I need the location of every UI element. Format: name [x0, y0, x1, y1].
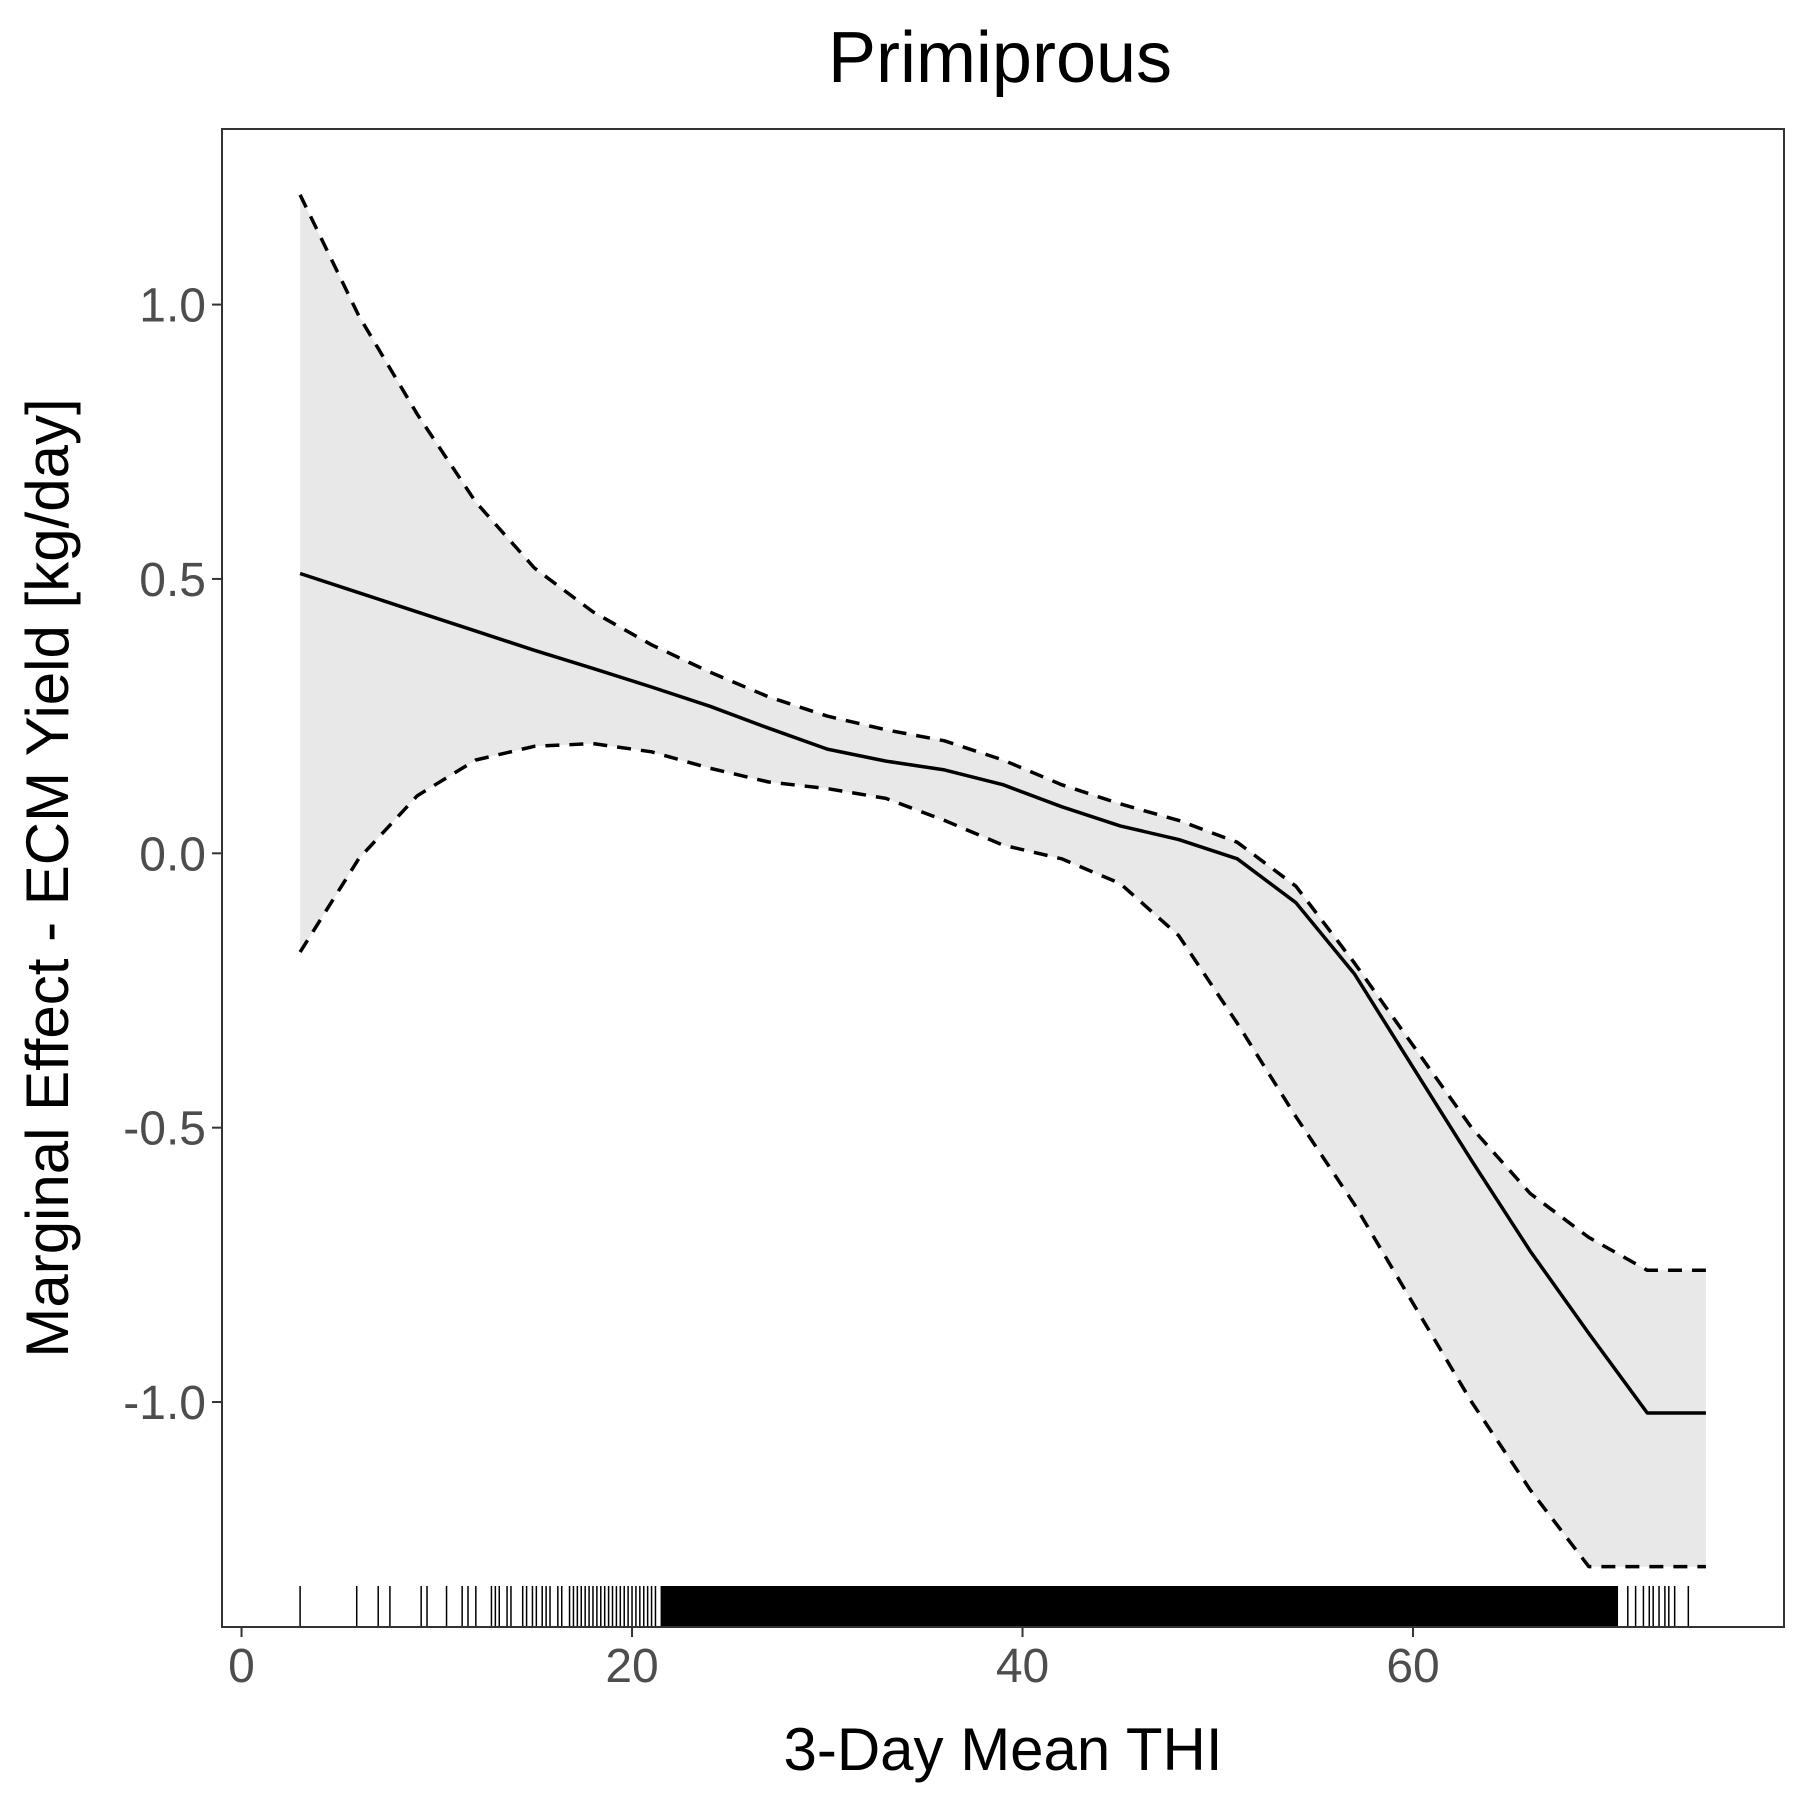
lower-ci-line: [298, 741, 1706, 1569]
x-axis: 0 20 40 60: [228, 1627, 1440, 1693]
rug-dense-block: [661, 1586, 1619, 1626]
x-axis-title: 3-Day Mean THI: [783, 1716, 1222, 1783]
y-axis: 1.0 0.5 0.0 -0.5 -1.0: [123, 280, 222, 1430]
y-tick-label: 1.0: [139, 280, 206, 333]
y-tick-label: 0.0: [139, 828, 206, 881]
y-axis-title: Marginal Effect - ECM Yield [kg/day]: [14, 398, 81, 1357]
y-tick-label: 0.5: [139, 554, 206, 607]
x-tick-label: 40: [996, 1640, 1049, 1693]
upper-ci-line: [298, 194, 1706, 1273]
confidence-band: [300, 194, 1706, 1567]
x-tick-label: 0: [228, 1640, 255, 1693]
chart-title: Primiprous: [828, 18, 1172, 98]
rug: [299, 1586, 1690, 1626]
plot-area: [298, 194, 1706, 1626]
estimate-line: [299, 571, 1706, 1415]
x-tick-label: 60: [1386, 1640, 1439, 1693]
y-tick-label: -1.0: [123, 1377, 206, 1430]
x-tick-label: 20: [605, 1640, 658, 1693]
y-tick-label: -0.5: [123, 1103, 206, 1156]
plot-border: [221, 128, 1785, 1628]
